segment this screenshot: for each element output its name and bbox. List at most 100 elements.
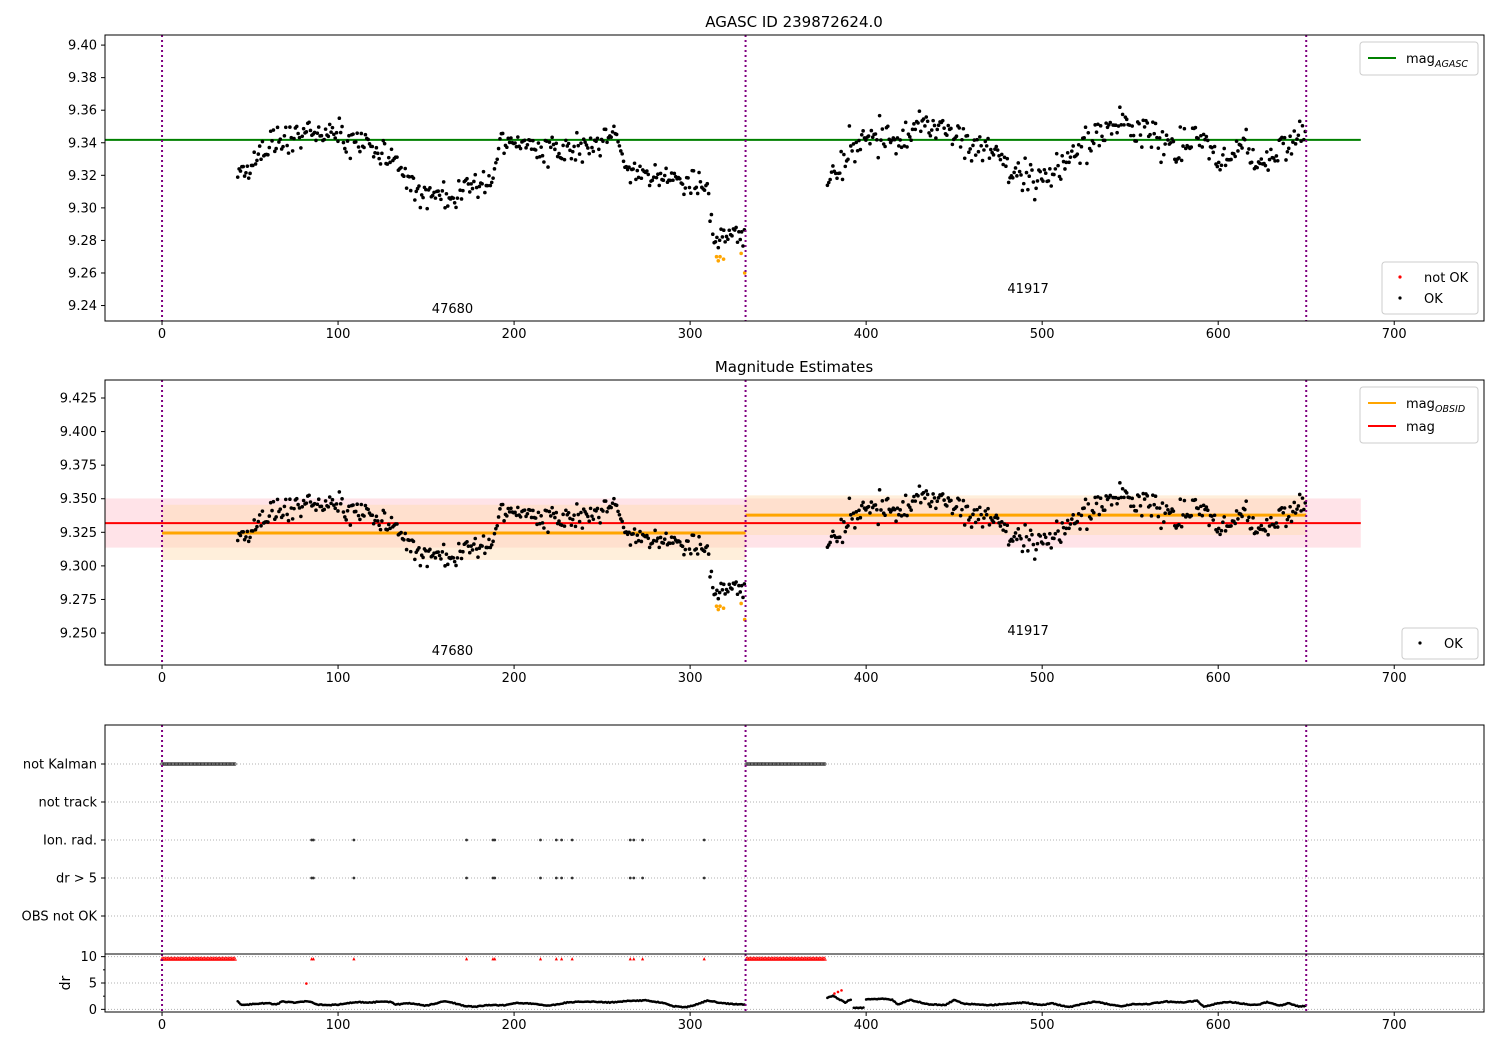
ok-point — [1053, 531, 1058, 536]
ok-point — [929, 499, 934, 504]
ok-point — [1016, 527, 1021, 531]
ok-point — [399, 165, 403, 170]
ok-point — [443, 564, 447, 568]
ok-point — [1089, 149, 1093, 153]
ok-point — [1238, 143, 1243, 148]
ok-point — [658, 535, 663, 540]
ok-point — [936, 123, 941, 128]
ok-point — [843, 164, 848, 169]
ok-point — [1078, 527, 1082, 531]
ok-point — [516, 505, 520, 510]
x-axis: 0 100 200 300 400 500 600 700 — [158, 1012, 1407, 1033]
ok-point — [1061, 525, 1066, 530]
ok-point — [1285, 149, 1290, 154]
ok-point — [553, 147, 557, 152]
ok-point — [467, 550, 472, 555]
ok-point — [235, 538, 240, 543]
ok-point — [472, 542, 476, 546]
ok-point — [418, 563, 423, 568]
ok-point — [288, 125, 292, 129]
ok-point — [524, 146, 528, 150]
ok-point — [1293, 511, 1298, 515]
category-label: OBS not OK — [22, 910, 98, 925]
ok-point — [828, 177, 832, 182]
ok-point — [601, 139, 605, 144]
ok-point — [378, 162, 383, 166]
ok-point — [976, 149, 981, 154]
ok-point — [664, 531, 668, 536]
ok-point — [1149, 145, 1154, 149]
ok-point — [868, 141, 872, 146]
ok-point — [1207, 157, 1211, 161]
ok-point — [500, 131, 505, 136]
ok-point — [277, 140, 281, 144]
ok-point — [456, 541, 461, 546]
ok-point — [1127, 123, 1132, 127]
ok-point — [924, 489, 929, 493]
ok-point — [425, 206, 430, 211]
ok-point — [894, 151, 898, 156]
ok-point — [892, 137, 897, 142]
ok-point — [454, 205, 458, 210]
plot-area — [105, 954, 1484, 1012]
ok-point — [620, 152, 624, 156]
ok-point — [1233, 521, 1238, 526]
ok-point — [340, 124, 344, 129]
x-tick-label: 500 — [1030, 671, 1055, 686]
ok-point — [595, 506, 600, 511]
ok-point — [1093, 495, 1097, 500]
ok-point — [444, 191, 449, 196]
ok-point — [1199, 133, 1203, 138]
ok-point — [851, 142, 856, 146]
y-tick-label: 9.300 — [60, 559, 97, 574]
ok-point — [351, 503, 355, 507]
ok-point — [880, 499, 885, 503]
ok-point — [632, 161, 637, 166]
y-tick-label: 9.34 — [68, 136, 97, 151]
ok-point — [905, 145, 909, 149]
ok-point — [477, 184, 482, 189]
ok-point — [831, 529, 835, 534]
ok-point — [1130, 496, 1135, 501]
ok-point — [282, 134, 287, 138]
ok-point — [253, 527, 258, 532]
ok-point — [1023, 523, 1027, 527]
ok-point — [1013, 531, 1018, 535]
ok-point — [1115, 130, 1119, 135]
ok-point — [480, 182, 484, 186]
ok-point — [851, 511, 856, 515]
ok-point — [735, 592, 740, 597]
ok-point — [1038, 169, 1043, 174]
x-tick-label: 600 — [1206, 1018, 1231, 1033]
not-ok-point — [714, 604, 719, 608]
ok-point — [472, 179, 476, 184]
dr-clipped-point — [464, 957, 469, 961]
ok-point — [1300, 123, 1305, 128]
ok-point — [945, 133, 949, 138]
ok-point — [554, 510, 559, 515]
ok-point — [569, 156, 574, 161]
ok-point — [1113, 123, 1118, 127]
dr-clipped-point — [560, 957, 564, 961]
ok-point — [1302, 137, 1306, 142]
ok-point — [715, 235, 719, 240]
ok-point — [713, 239, 718, 244]
ok-point — [251, 529, 255, 533]
flag-point — [632, 838, 636, 842]
ok-point — [949, 498, 953, 503]
ok-point — [702, 549, 707, 554]
ok-point — [950, 511, 955, 516]
y-tick-label: 9.400 — [60, 425, 97, 440]
ok-point — [241, 164, 246, 169]
ok-point — [572, 513, 576, 517]
ok-point — [591, 149, 596, 154]
ok-point — [300, 505, 305, 509]
ok-point — [918, 129, 923, 134]
ok-point — [1179, 524, 1184, 529]
ok-point — [691, 533, 696, 538]
ok-point — [270, 508, 274, 513]
ok-point — [238, 533, 243, 538]
flag-point — [352, 876, 356, 880]
ok-point — [847, 124, 852, 128]
ok-point — [251, 163, 255, 168]
